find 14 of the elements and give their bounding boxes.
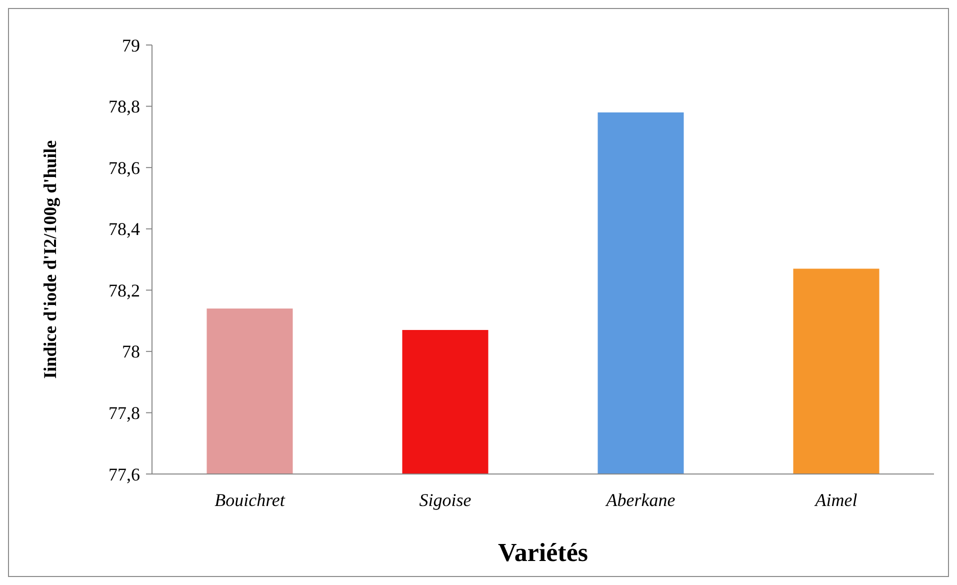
y-tick-label: 77,6 [108, 464, 140, 484]
x-tick-label: Aberkane [605, 490, 676, 510]
x-tick-label: Bouichret [214, 490, 286, 510]
y-tick-label: 78,4 [108, 219, 140, 240]
y-tick-label: 78,6 [108, 158, 140, 178]
y-tick-label: 79 [122, 35, 140, 56]
x-tick-label: Sigoise [419, 490, 472, 510]
x-axis-title: Variétés [498, 538, 588, 567]
y-tick-label: 78 [122, 342, 140, 362]
y-tick-label: 77,8 [108, 403, 140, 424]
x-tick-label: Aimel [814, 490, 858, 510]
y-tick-label: 78,2 [108, 280, 140, 300]
y-tick-label: 78,8 [108, 96, 140, 117]
y-axis-title: Iindice d'iode d'I2/100g d'huile [40, 140, 60, 379]
